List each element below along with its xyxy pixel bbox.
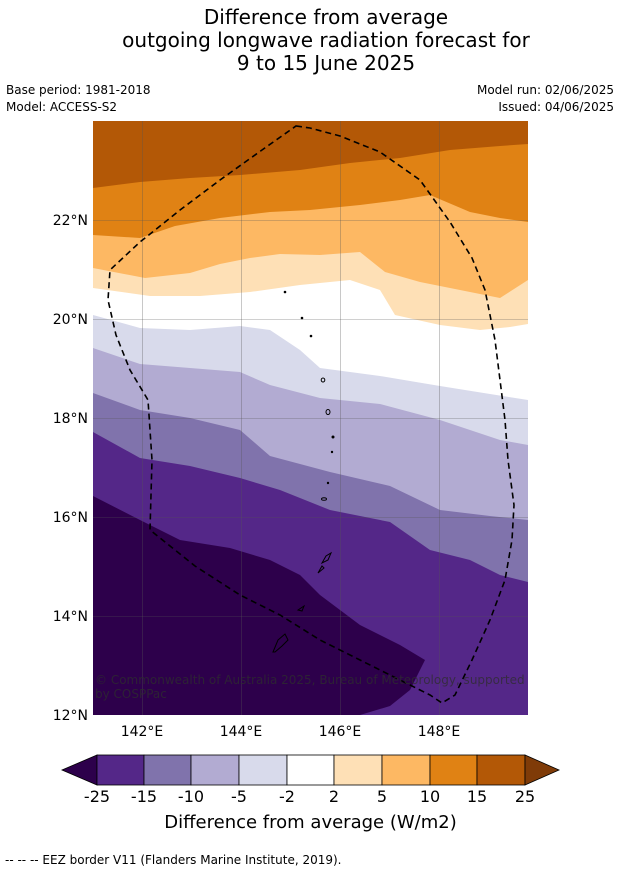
colorbar-swatch <box>238 754 288 786</box>
colorbar-swatch <box>429 754 478 786</box>
lat-label-22: 22°N <box>53 213 88 229</box>
model-name: Model: ACCESS-S2 <box>6 100 118 114</box>
band-below-minus25 <box>93 496 425 715</box>
copyright-line: © Commonwealth of Australia 2025, Bureau… <box>95 673 525 687</box>
colorbar-tick: -2 <box>279 787 295 806</box>
title-line-3: 9 to 15 June 2025 <box>236 51 416 75</box>
colorbar-swatch <box>190 754 240 786</box>
svg-text:© Commonwealth of Australia 20: © Commonwealth of Australia 2025, Bureau… <box>95 673 528 701</box>
islands <box>272 290 335 653</box>
colorbar-swatch <box>381 754 431 786</box>
colorbar-swatch <box>476 754 526 786</box>
gridlines <box>93 121 528 715</box>
model-run: Model run: 02/06/2025 <box>476 83 614 97</box>
colorbar-tick: -10 <box>177 787 205 806</box>
lon-label-146: 146°E <box>319 724 362 740</box>
colorbar-swatch <box>96 754 145 786</box>
lat-label-12: 12°N <box>53 708 88 724</box>
colorbar-min-arrow <box>60 754 98 786</box>
lon-label-142: 142°E <box>121 724 164 740</box>
lat-label-20: 20°N <box>53 312 88 328</box>
colorbar-max-arrow <box>524 754 560 786</box>
lon-label-148: 148°E <box>418 724 461 740</box>
colorbar-tick: 2 <box>328 787 340 806</box>
colorbar-tick: 25 <box>514 787 536 806</box>
lat-label-16: 16°N <box>53 510 88 526</box>
eez-legend-note: -- -- -- EEZ border V11 (Flanders Marine… <box>5 853 342 867</box>
colorbar-tick: 5 <box>376 787 388 806</box>
colorbar-tick: -25 <box>83 787 111 806</box>
base-period: Base period: 1981-2018 <box>6 83 151 97</box>
colorbar-title: Difference from average (W/m2) <box>164 812 457 833</box>
colorbar-tick: 15 <box>466 787 488 806</box>
colorbar-swatch <box>333 754 383 786</box>
lon-label-144: 144°E <box>220 724 263 740</box>
lat-label-18: 18°N <box>53 411 88 427</box>
lat-label-14: 14°N <box>53 609 88 625</box>
colorbar <box>60 754 560 786</box>
colorbar-tick: 10 <box>419 787 441 806</box>
colorbar-swatch <box>143 754 192 786</box>
anomaly-bands <box>93 121 528 715</box>
colorbar-swatch <box>286 754 335 786</box>
title-line-1: Difference from average <box>203 5 449 29</box>
colorbar-tick: -5 <box>231 787 247 806</box>
colorbar-tick: -15 <box>130 787 158 806</box>
title-line-2: outgoing longwave radiation forecast for <box>122 28 530 52</box>
eez-border <box>107 125 515 704</box>
issued-date: Issued: 04/06/2025 <box>498 100 614 114</box>
